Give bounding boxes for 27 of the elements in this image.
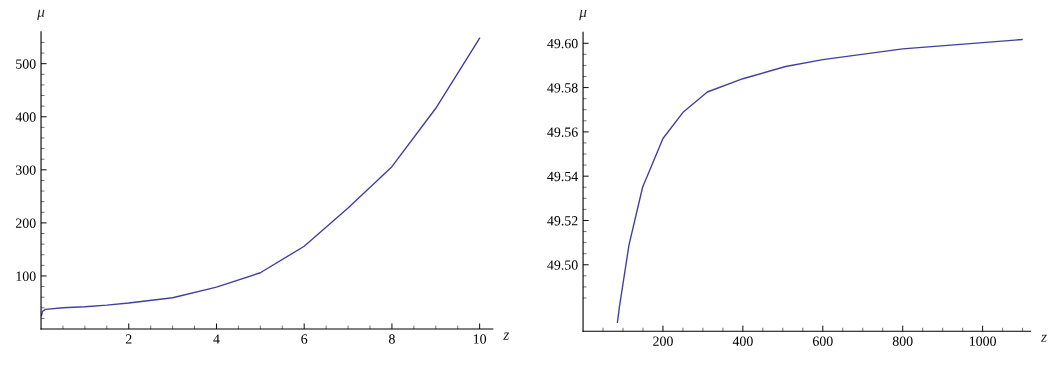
x-tick-label: 600 xyxy=(812,336,833,346)
y-tick-label: 500 xyxy=(16,59,36,69)
y-tick-label: 49.56 xyxy=(547,127,578,137)
y-tick-label: 100 xyxy=(16,271,36,281)
y-tick-label: 49.60 xyxy=(547,38,578,49)
x-tick-label: 6 xyxy=(301,334,308,344)
y-tick-label: 300 xyxy=(16,165,36,175)
y-tick-label: 49.54 xyxy=(547,171,578,182)
y-tick-label: 400 xyxy=(15,112,36,122)
y-axis-title: μ xyxy=(579,9,587,21)
y-tick-label: 200 xyxy=(15,218,36,228)
y-axis-title: μ xyxy=(37,9,45,20)
x-tick-label: 10 xyxy=(473,334,487,344)
line-series xyxy=(616,38,1023,324)
y-tick-label: 49.52 xyxy=(547,216,578,226)
x-axis-title: z xyxy=(503,332,510,340)
x-tick-label: 8 xyxy=(388,334,395,344)
x-axis-title: z xyxy=(1040,334,1047,342)
x-tick-label: 4 xyxy=(213,334,220,344)
x-tick-label: 2 xyxy=(125,334,132,344)
x-tick-label: 400 xyxy=(732,336,753,346)
x-tick-label: 800 xyxy=(892,336,913,346)
y-tick-label: 49.50 xyxy=(547,260,578,270)
line-series xyxy=(41,37,481,317)
x-tick-label: 1000 xyxy=(969,336,996,346)
y-tick-label: 49.58 xyxy=(547,83,578,93)
x-tick-label: 200 xyxy=(653,336,673,346)
